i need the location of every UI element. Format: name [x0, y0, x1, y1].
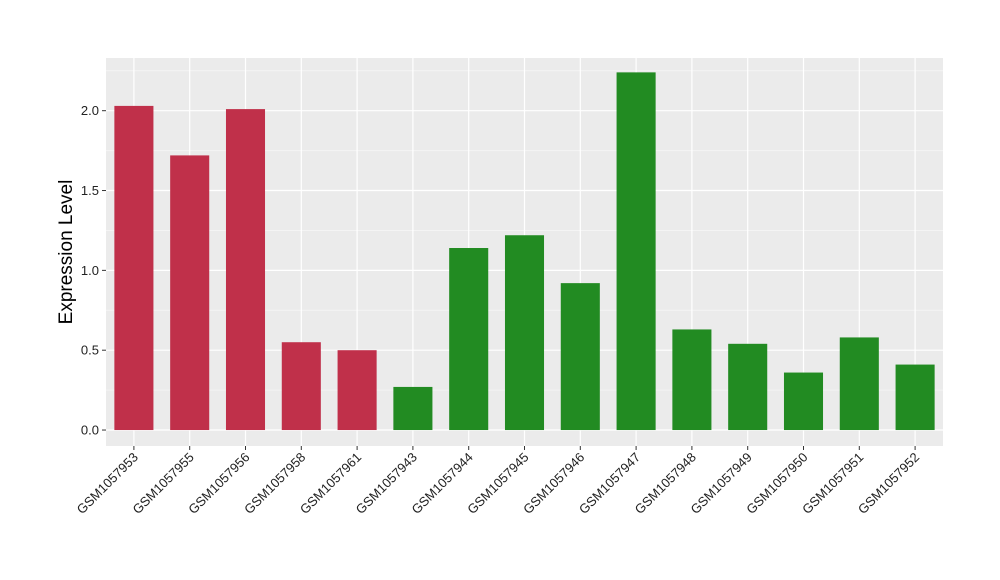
y-axis: 0.0 0.5 1.0 1.5 2.0: [81, 103, 106, 438]
bar: [504, 235, 545, 431]
bar: [337, 350, 377, 431]
y-tick-label: 1.5: [81, 183, 99, 198]
bar: [225, 109, 266, 431]
y-axis-title: Expression Level: [56, 180, 77, 325]
bar: [783, 372, 824, 431]
bar: [560, 283, 600, 431]
y-tick-label: 0.0: [81, 423, 99, 438]
bar: [114, 105, 154, 431]
y-tick-label: 2.0: [81, 103, 99, 118]
bar: [393, 386, 433, 431]
x-axis: GSM1057953GSM1057955GSM1057956GSM1057958…: [74, 446, 922, 517]
bar: [839, 337, 879, 431]
y-tick-label: 0.5: [81, 343, 99, 358]
bars: [114, 72, 935, 431]
bar: [616, 72, 656, 431]
bar: [449, 248, 489, 431]
bar: [895, 364, 935, 431]
bar: [281, 342, 321, 431]
bar: [728, 343, 768, 431]
bar: [170, 155, 210, 431]
y-tick-label: 1.0: [81, 263, 99, 278]
bar: [672, 329, 712, 431]
